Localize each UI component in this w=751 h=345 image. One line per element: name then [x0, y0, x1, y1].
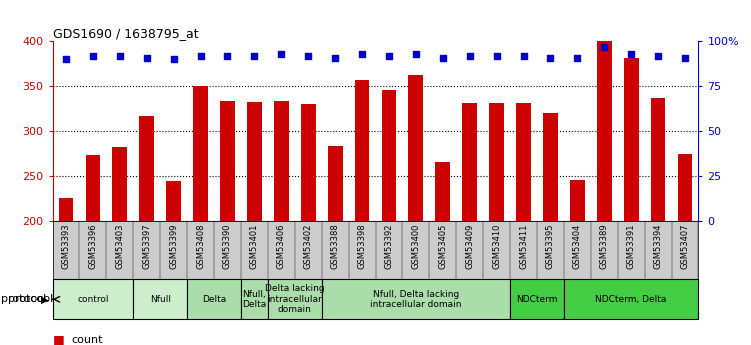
Text: GSM53394: GSM53394: [653, 224, 662, 269]
Bar: [436, 162, 450, 221]
Bar: [570, 179, 585, 221]
Bar: [409, 75, 424, 221]
Point: [60, 57, 72, 62]
Text: Delta: Delta: [202, 295, 226, 304]
Text: GSM53398: GSM53398: [357, 224, 366, 269]
Bar: [650, 98, 665, 221]
Text: count: count: [71, 335, 103, 345]
Text: GSM53402: GSM53402: [303, 224, 312, 269]
Text: Nfull,
Delta: Nfull, Delta: [243, 289, 267, 309]
Text: GSM53397: GSM53397: [142, 224, 151, 269]
Text: GSM53388: GSM53388: [330, 224, 339, 269]
Point: [544, 55, 556, 60]
Point: [249, 53, 261, 59]
Text: Nfull, Delta lacking
intracellular domain: Nfull, Delta lacking intracellular domai…: [370, 289, 462, 309]
Text: GSM53404: GSM53404: [573, 224, 582, 269]
Text: protocol: protocol: [1, 294, 46, 304]
Bar: [677, 155, 692, 221]
Text: NDCterm, Delta: NDCterm, Delta: [596, 295, 667, 304]
Text: GSM53409: GSM53409: [465, 224, 474, 269]
Point: [167, 57, 179, 62]
Text: GSM53410: GSM53410: [492, 224, 501, 269]
Bar: [187, 279, 241, 319]
Bar: [489, 103, 504, 221]
Point: [222, 53, 234, 59]
Bar: [193, 86, 208, 221]
Bar: [327, 146, 342, 221]
Bar: [597, 41, 611, 221]
Text: GSM53396: GSM53396: [89, 224, 98, 269]
Point: [679, 55, 691, 60]
Point: [329, 55, 341, 60]
Bar: [463, 103, 477, 221]
Point: [276, 51, 288, 57]
Bar: [59, 198, 74, 221]
Point: [463, 53, 475, 59]
Text: GSM53395: GSM53395: [546, 224, 555, 269]
Text: protocol: protocol: [8, 294, 53, 304]
Point: [517, 53, 529, 59]
Text: Delta lacking
intracellular
domain: Delta lacking intracellular domain: [265, 284, 324, 314]
Text: GSM53392: GSM53392: [385, 224, 394, 269]
Text: GSM53403: GSM53403: [116, 224, 125, 269]
Bar: [220, 101, 235, 221]
Bar: [247, 102, 262, 221]
Text: GSM53408: GSM53408: [196, 224, 205, 269]
Text: control: control: [77, 295, 109, 304]
Text: GSM53390: GSM53390: [223, 224, 232, 269]
Bar: [564, 279, 698, 319]
Bar: [624, 58, 638, 221]
Point: [356, 51, 368, 57]
Point: [572, 55, 584, 60]
Point: [410, 51, 422, 57]
Bar: [274, 101, 288, 221]
Bar: [140, 116, 154, 221]
Point: [87, 53, 99, 59]
Text: GSM53401: GSM53401: [250, 224, 259, 269]
Point: [114, 53, 126, 59]
Text: GSM53399: GSM53399: [169, 224, 178, 269]
Bar: [86, 155, 101, 221]
Bar: [134, 279, 187, 319]
Bar: [113, 147, 127, 221]
Text: GSM53407: GSM53407: [680, 224, 689, 269]
Bar: [268, 279, 321, 319]
Point: [652, 53, 664, 59]
Text: GSM53411: GSM53411: [519, 224, 528, 269]
Text: NDCterm: NDCterm: [516, 295, 558, 304]
Text: Nfull: Nfull: [149, 295, 170, 304]
Bar: [166, 181, 181, 221]
Point: [599, 44, 611, 50]
Text: GSM53391: GSM53391: [626, 224, 635, 269]
Text: ■: ■: [53, 333, 65, 345]
Point: [195, 53, 207, 59]
Point: [140, 55, 152, 60]
Bar: [543, 113, 558, 221]
Text: GSM53389: GSM53389: [600, 224, 609, 269]
Text: GSM53393: GSM53393: [62, 224, 71, 269]
Point: [302, 53, 314, 59]
Bar: [516, 103, 531, 221]
Bar: [301, 104, 315, 221]
Text: GSM53405: GSM53405: [439, 224, 448, 269]
Text: GSM53400: GSM53400: [412, 224, 421, 269]
Point: [625, 51, 637, 57]
Text: GDS1690 / 1638795_at: GDS1690 / 1638795_at: [53, 27, 198, 40]
Bar: [510, 279, 564, 319]
Bar: [321, 279, 510, 319]
Bar: [382, 90, 397, 221]
Point: [490, 53, 502, 59]
Bar: [241, 279, 268, 319]
Bar: [53, 279, 134, 319]
Text: ▶: ▶: [41, 294, 49, 304]
Point: [437, 55, 449, 60]
Text: GSM53406: GSM53406: [277, 224, 286, 269]
Bar: [354, 80, 369, 221]
Point: [383, 53, 395, 59]
